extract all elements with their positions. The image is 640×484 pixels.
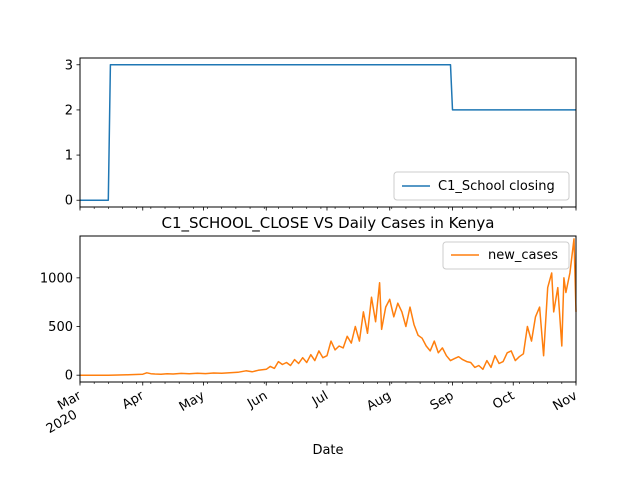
bottom-y-tick-label: 1000	[40, 271, 73, 286]
top-legend-box	[393, 171, 570, 201]
bottom-legend-label: new_cases	[488, 248, 558, 263]
bottom-legend-box	[442, 241, 570, 270]
x-axis-label: Date	[312, 443, 343, 458]
bottom-axes: C1_SCHOOL_CLOSE VS Daily Cases in Kenya …	[40, 214, 580, 458]
bottom-y-ticks: 0 500 1000	[40, 271, 80, 384]
bottom-y-tick-label: 0	[65, 369, 73, 384]
chart-title: C1_SCHOOL_CLOSE VS Daily Cases in Kenya	[161, 214, 494, 233]
top-axes: 0 1 2 3 C1_School closing	[65, 57, 577, 211]
top-y-tick-label: 1	[65, 149, 73, 164]
new-cases-line	[80, 238, 577, 376]
bottom-series-layer	[80, 238, 577, 376]
bottom-y-tick-label: 500	[48, 320, 73, 335]
top-legend: C1_School closing	[393, 171, 570, 201]
top-axes-frame	[79, 57, 577, 208]
top-y-tick-label: 2	[65, 103, 73, 118]
bottom-x-tick-label: Jul	[309, 388, 331, 409]
top-legend-label: C1_School closing	[438, 179, 555, 194]
school-closing-line	[80, 64, 576, 201]
top-y-tick-label: 0	[65, 194, 73, 209]
top-y-ticks: 0 1 2 3	[65, 58, 80, 209]
top-x-ticks	[79, 207, 577, 211]
bottom-axes-frame	[79, 235, 577, 383]
top-series-layer	[80, 64, 576, 201]
top-y-tick-label: 3	[65, 58, 73, 73]
bottom-legend: new_cases	[442, 241, 570, 270]
